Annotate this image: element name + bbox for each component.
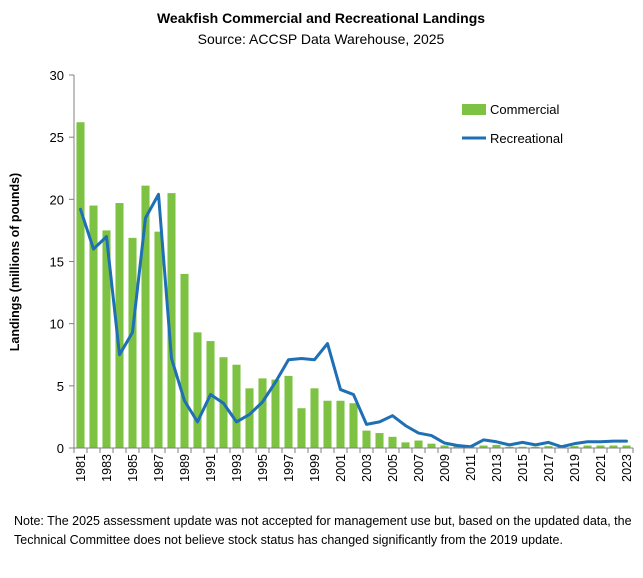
commercial-bar-2019 — [570, 446, 579, 448]
x-tick-label: 2007 — [412, 454, 426, 482]
x-tick-label: 1991 — [204, 454, 218, 482]
x-tick-label: 1993 — [230, 454, 244, 482]
commercial-bar-1986 — [141, 185, 150, 448]
x-tick-label: 1987 — [152, 454, 166, 482]
x-tick-label: 2011 — [464, 454, 478, 481]
y-tick-label: 20 — [50, 192, 64, 207]
y-tick-label: 30 — [50, 68, 64, 83]
y-tick-label: 5 — [57, 379, 64, 394]
x-tick-label: 2019 — [568, 454, 582, 482]
x-tick-label: 2017 — [542, 454, 556, 482]
x-tick-label: 2013 — [490, 454, 504, 482]
commercial-bar-2013 — [492, 444, 501, 448]
commercial-bar-2008 — [427, 443, 436, 448]
x-axis: 1981 1983 1985 1987 1989 1991 1993 1995 1997 1999… — [73, 448, 634, 482]
commercial-bar-1999 — [310, 388, 319, 448]
y-axis: 0 5 10 15 20 25 30 — [50, 68, 74, 456]
x-tick-label: 2023 — [620, 454, 634, 482]
commercial-bar-1993 — [232, 364, 241, 448]
x-tick-label: 2005 — [386, 454, 400, 482]
commercial-bar-2007 — [414, 440, 423, 448]
commercial-bar-2012 — [479, 445, 488, 448]
chart-subtitle: Source: ACCSP Data Warehouse, 2025 — [198, 31, 445, 47]
commercial-bar-2017 — [544, 446, 553, 448]
commercial-bar-1981 — [76, 122, 85, 448]
commercial-bar-2001 — [336, 400, 345, 448]
commercial-bar-1987 — [154, 231, 163, 448]
x-tick-label: 1989 — [178, 454, 192, 482]
legend-label-commercial: Commercial — [490, 102, 559, 117]
commercial-bar-2003 — [362, 430, 371, 448]
recreational-line-layer — [79, 192, 628, 449]
commercial-bar-2020 — [583, 445, 592, 448]
commercial-bar-1997 — [284, 375, 293, 448]
commercial-bar-2021 — [596, 445, 605, 448]
commercial-bar-2014 — [505, 446, 514, 448]
commercial-bar-1994 — [245, 388, 254, 448]
x-tick-label: 2009 — [438, 454, 452, 482]
commercial-bar-2015 — [518, 446, 527, 448]
commercial-bar-1983 — [102, 230, 111, 448]
recreational-line — [79, 192, 628, 449]
commercial-bar-2004 — [375, 433, 384, 448]
commercial-bar-1988 — [167, 193, 176, 448]
y-tick-label: 15 — [50, 255, 64, 270]
legend-swatch-commercial — [462, 104, 486, 115]
commercial-bar-2009 — [440, 445, 449, 448]
commercial-bar-1990 — [193, 332, 202, 448]
legend: Commercial Recreational — [462, 102, 563, 146]
legend-label-recreational: Recreational — [490, 131, 563, 146]
footnote: Note: The 2025 assessment update was not… — [14, 514, 632, 547]
x-tick-label: 1995 — [256, 454, 270, 482]
x-tick-label: 1981 — [74, 454, 88, 482]
x-tick-label: 2015 — [516, 454, 530, 482]
y-axis-label: Landings (millions of pounds) — [8, 173, 22, 351]
commercial-bar-1984 — [115, 203, 124, 448]
commercial-bar-2002 — [349, 403, 358, 448]
commercial-bars — [76, 122, 631, 448]
commercial-bar-2016 — [531, 446, 540, 448]
commercial-bar-1995 — [258, 378, 267, 448]
x-tick-label: 2003 — [360, 454, 374, 482]
commercial-bar-1985 — [128, 237, 137, 448]
axes — [73, 75, 633, 449]
x-tick-label: 2001 — [334, 454, 348, 482]
commercial-bar-2005 — [388, 436, 397, 448]
commercial-bar-1982 — [89, 205, 98, 448]
y-tick-label: 25 — [50, 130, 64, 145]
commercial-bar-2006 — [401, 442, 410, 448]
x-tick-label: 1999 — [308, 454, 322, 482]
x-tick-label: 1983 — [100, 454, 114, 482]
chart-title: Weakfish Commercial and Recreational Lan… — [157, 10, 485, 26]
commercial-bar-2010 — [453, 446, 462, 448]
landings-chart: Weakfish Commercial and Recreational Lan… — [8, 10, 634, 482]
commercial-bar-2023 — [622, 445, 631, 448]
y-tick-label: 0 — [57, 441, 64, 456]
x-tick-label: 1997 — [282, 454, 296, 482]
x-tick-label: 1985 — [126, 454, 140, 482]
commercial-bar-1996 — [271, 379, 280, 448]
commercial-bar-1998 — [297, 408, 306, 448]
commercial-bar-2000 — [323, 400, 332, 448]
commercial-bar-1989 — [180, 273, 189, 448]
y-tick-label: 10 — [50, 317, 64, 332]
x-tick-label: 2021 — [594, 454, 608, 482]
commercial-bar-2022 — [609, 445, 618, 448]
